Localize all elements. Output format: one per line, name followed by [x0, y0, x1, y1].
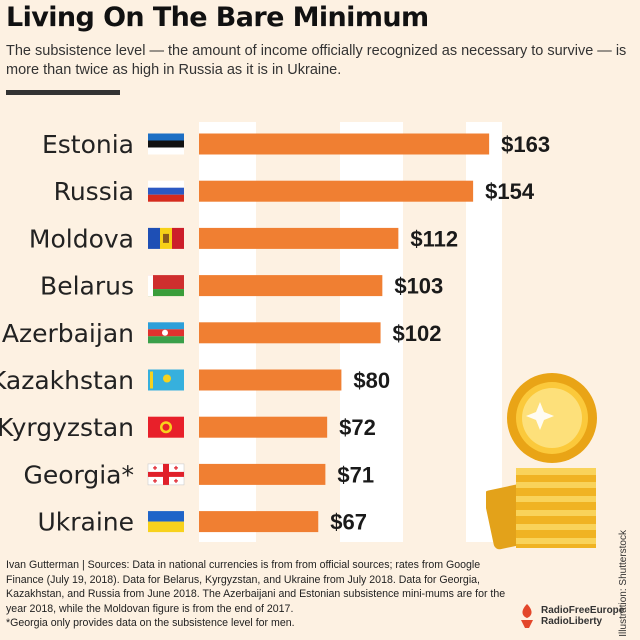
category-label: Kyrgyzstan — [0, 413, 134, 442]
value-label: $103 — [394, 274, 443, 299]
category-label: Estonia — [42, 130, 134, 159]
bar — [199, 227, 399, 249]
category-label: Azerbaijan — [2, 319, 134, 348]
footer-notes: Ivan Gutterman | Sources: Data in nation… — [6, 558, 506, 631]
torch-icon — [521, 604, 533, 628]
rferl-logo: RadioFreeEurope RadioLiberty — [516, 603, 624, 629]
bar — [199, 369, 342, 391]
value-label: $67 — [330, 510, 367, 535]
gold-coin-icon — [507, 373, 597, 463]
coins-illustration — [486, 373, 597, 550]
bar-row: Georgia* $71 — [23, 460, 374, 489]
bar-row: Russia $154 — [54, 177, 535, 206]
page-title: Living On The Bare Minimum — [6, 2, 429, 33]
flag-kazakhstan-icon — [148, 369, 184, 391]
value-label: $163 — [501, 132, 550, 157]
category-label: Georgia* — [23, 460, 134, 489]
category-label: Moldova — [29, 224, 134, 253]
bar-row: Kyrgyzstan $72 — [0, 413, 376, 442]
flag-ukraine-icon — [148, 511, 184, 533]
value-label: $72 — [339, 415, 376, 440]
bar-row: Moldova $112 — [29, 224, 458, 253]
bar-row: Belarus $103 — [40, 272, 443, 301]
category-label: Kazakhstan — [0, 366, 134, 395]
logo-line-1: RadioFreeEurope — [541, 605, 625, 616]
flag-estonia-icon — [148, 133, 184, 155]
category-label: Belarus — [40, 272, 134, 301]
value-label: $102 — [393, 321, 442, 346]
flag-kyrgyzstan-icon — [148, 416, 184, 438]
bar — [199, 180, 474, 202]
flag-belarus-icon — [148, 275, 184, 297]
title-rule — [6, 90, 120, 95]
page-subtitle: The subsistence level — the amount of in… — [6, 43, 627, 78]
bar-row: Estonia $163 — [42, 130, 550, 159]
bars-group: Estonia $163 Russia $154 Moldova $112 Belarus $… — [0, 130, 550, 537]
bar-row: Azerbaijan $102 — [2, 319, 442, 348]
bar — [199, 511, 319, 533]
flag-moldova-icon — [148, 227, 184, 249]
flag-georgia-icon — [147, 463, 185, 486]
footnote-text: *Georgia only provides data on the subsi… — [6, 617, 295, 630]
bar — [199, 416, 328, 438]
bar-chart: Estonia $163 Russia $154 Moldova $112 Belarus $… — [0, 122, 550, 542]
bar — [199, 463, 326, 485]
bar — [199, 133, 490, 155]
flag-russia-icon — [148, 180, 184, 202]
coin-stack-icon — [486, 468, 596, 550]
value-label: $80 — [353, 368, 390, 393]
bar-row: Ukraine $67 — [37, 508, 367, 537]
value-label: $154 — [485, 179, 535, 204]
logo-line-2: RadioLiberty — [541, 616, 603, 627]
category-label: Russia — [54, 177, 134, 206]
bar — [199, 322, 381, 344]
value-label: $112 — [410, 226, 458, 251]
bar-row: Kazakhstan $80 — [0, 366, 390, 395]
category-label: Ukraine — [37, 508, 134, 537]
value-label: $71 — [337, 462, 374, 487]
bar — [199, 275, 383, 297]
sources-text: Ivan Gutterman | Sources: Data in nation… — [6, 559, 506, 615]
flag-azerbaijan-icon — [148, 322, 184, 344]
